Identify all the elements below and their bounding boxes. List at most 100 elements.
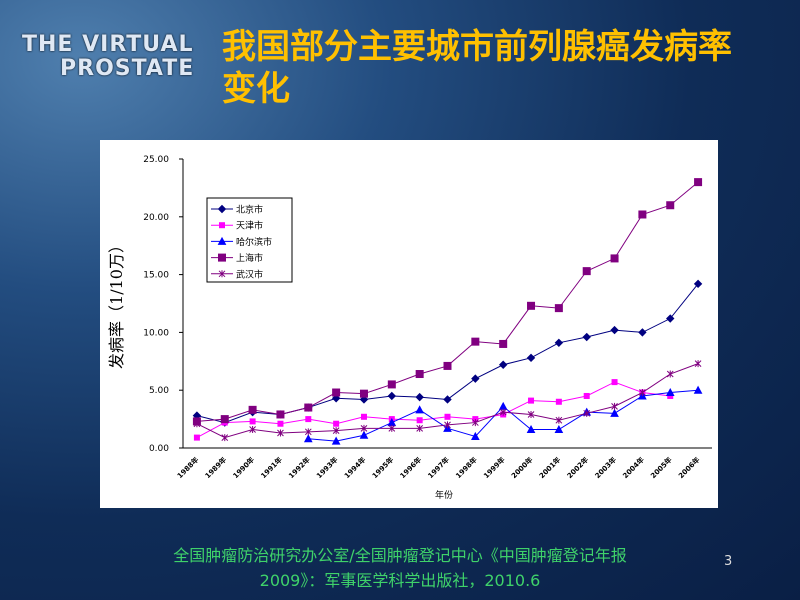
data-point [277, 429, 284, 437]
y-tick-label: 10.00 [143, 328, 169, 338]
y-axis-title: 发病率（1/10万） [107, 237, 126, 369]
data-point [471, 431, 480, 440]
data-point [387, 391, 397, 401]
data-point [249, 426, 256, 434]
data-point [332, 427, 340, 435]
data-point [331, 394, 341, 403]
data-point [694, 178, 703, 187]
data-point [693, 279, 703, 289]
data-point [471, 374, 480, 383]
chart-area [100, 140, 718, 508]
data-point [666, 314, 675, 323]
data-point [387, 380, 396, 389]
legend-label: 武汉市 [236, 268, 263, 280]
data-point [359, 389, 368, 398]
data-point [498, 360, 508, 369]
data-point [665, 387, 675, 397]
data-point [415, 405, 424, 414]
data-point [582, 267, 591, 276]
data-point [471, 337, 480, 346]
data-point [359, 430, 369, 439]
data-point [415, 370, 424, 379]
data-point [276, 410, 285, 419]
data-point [554, 338, 564, 348]
data-point [610, 254, 619, 263]
data-point [499, 339, 508, 348]
data-point [583, 392, 590, 399]
data-point [499, 408, 507, 416]
data-point [416, 417, 423, 424]
logo-line: THE VIRTUAL [22, 32, 194, 57]
data-point [304, 403, 313, 412]
data-point [359, 395, 369, 404]
page-number: 3 [724, 554, 733, 569]
slide-title: 我国部分主要城市前列腺癌发病率变化 [222, 27, 732, 109]
data-point [554, 424, 564, 434]
data-point [303, 434, 313, 443]
data-point [610, 325, 619, 335]
data-point [555, 416, 563, 424]
data-point [666, 370, 674, 378]
data-point [528, 397, 535, 404]
legend-marker [218, 270, 226, 278]
data-point [332, 388, 341, 397]
data-point [360, 424, 368, 432]
data-point [611, 379, 618, 386]
y-tick-label: 15.00 [143, 271, 169, 281]
data-point [416, 424, 424, 432]
data-point [193, 420, 201, 428]
data-point [583, 409, 591, 417]
data-point [277, 420, 284, 427]
data-point [555, 398, 562, 405]
legend-marker [217, 204, 227, 214]
data-point [666, 201, 675, 210]
data-point [221, 434, 229, 442]
source-line: 2009》：军事医学科学出版社，2010.6 [259, 571, 541, 590]
y-tick-label: 0.00 [149, 444, 169, 454]
data-point [582, 332, 591, 342]
data-point [360, 413, 367, 420]
logo-line: PROSTATE [60, 56, 195, 81]
data-point [248, 405, 257, 414]
data-point [526, 353, 536, 363]
legend-label: 北京市 [236, 204, 263, 216]
data-point [526, 424, 536, 434]
y-tick-label: 20.00 [143, 213, 169, 223]
data-point [610, 408, 619, 417]
legend-label: 上海市 [236, 252, 263, 264]
data-point [444, 413, 451, 420]
data-point [193, 434, 200, 441]
data-point [444, 421, 451, 429]
data-point [527, 410, 535, 418]
source-line: 全国肿瘤防治研究办公室/全国肿瘤登记中心《中国肿瘤登记年报 [173, 546, 627, 565]
legend-marker [218, 253, 226, 262]
data-point [694, 360, 702, 368]
data-point [220, 415, 229, 424]
legend-marker [219, 222, 225, 229]
data-point [527, 301, 536, 310]
data-point [333, 420, 340, 427]
data-point [331, 436, 341, 445]
data-point [471, 419, 479, 427]
y-tick-label: 5.00 [149, 386, 169, 396]
legend-marker [217, 236, 227, 245]
data-point [388, 424, 396, 432]
data-point [249, 418, 256, 425]
y-tick-label: 25.00 [143, 155, 169, 165]
data-point [611, 402, 618, 410]
data-point [638, 328, 647, 337]
legend-label: 天津市 [236, 220, 263, 232]
data-point [639, 389, 646, 397]
legend-label: 哈尔滨市 [236, 236, 272, 248]
data-point [443, 361, 452, 370]
data-point [638, 210, 647, 219]
data-point [304, 428, 312, 436]
data-point [305, 416, 312, 423]
x-axis-title: 年份 [435, 489, 453, 501]
data-point [693, 385, 703, 394]
data-point [443, 395, 452, 404]
data-point [554, 304, 563, 313]
data-point [415, 392, 424, 402]
